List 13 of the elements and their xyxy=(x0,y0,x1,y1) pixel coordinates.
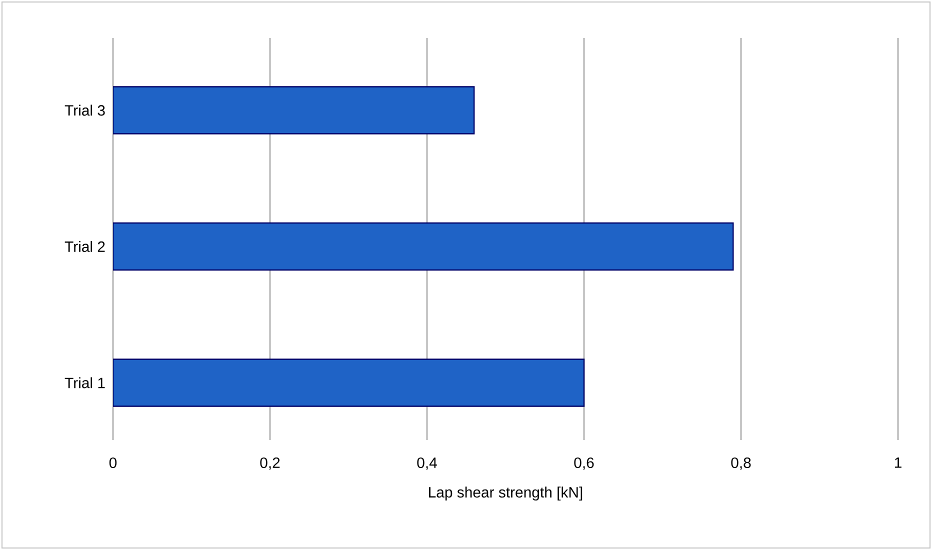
bar xyxy=(113,358,585,407)
x-tick-label: 0 xyxy=(109,457,117,468)
y-tick-label: Trial 1 xyxy=(64,377,105,388)
x-tick-label: 1 xyxy=(894,457,902,468)
x-axis-title: Lap shear strength [kN] xyxy=(429,486,582,501)
x-tick-label: 0,8 xyxy=(731,457,751,470)
x-tick-label: 0,4 xyxy=(417,457,437,470)
bar xyxy=(113,86,475,134)
x-tick-label: 0,6 xyxy=(574,457,594,470)
y-tick-label: Trial 2 xyxy=(64,241,105,252)
y-tick-label: Trial 3 xyxy=(64,104,105,116)
bar xyxy=(113,222,734,271)
x-tick-label: 0,2 xyxy=(260,457,280,470)
